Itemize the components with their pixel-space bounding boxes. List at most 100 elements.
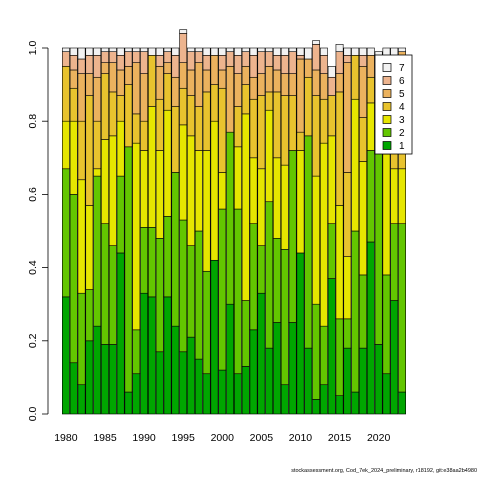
bar-segment-2004-age-2: [249, 223, 258, 331]
bar-segment-1992-age-4: [155, 98, 164, 151]
bar-segment-1987-age-7: [116, 47, 125, 56]
bar-segment-2012-age-7: [312, 40, 321, 45]
bar-segment-2003-age-5: [241, 66, 250, 85]
bar-segment-1994-age-6: [171, 55, 180, 78]
bar-segment-2011-age-5: [304, 58, 313, 78]
bar-segment-1993-age-4: [163, 73, 172, 111]
bar-segment-1996-age-3: [187, 135, 195, 246]
bar-segment-1988-age-4: [124, 84, 133, 148]
bar-segment-1982-age-7: [77, 47, 86, 60]
bar-segment-2018-age-1: [359, 347, 367, 415]
bar-segment-2023-age-2: [398, 223, 407, 393]
bar-segment-2018-age-7: [359, 47, 367, 56]
y-tick-label-0.0: 0.0: [27, 407, 39, 422]
bar-segment-2022-age-7: [390, 47, 399, 56]
bar-segment-1982-age-2: [77, 292, 86, 386]
bar-segment-1999-age-3: [210, 120, 219, 261]
bar-segment-1987-age-6: [116, 55, 125, 71]
bar-segment-1993-age-3: [163, 109, 172, 217]
bar-segment-1980-age-2: [61, 168, 70, 298]
bar-segment-2023-age-1: [398, 391, 407, 415]
bar-segment-2015-age-5: [335, 73, 344, 93]
bar-segment-2013-age-1: [319, 384, 328, 415]
bar-segment-2019-age-5: [366, 55, 375, 78]
bar-segment-1996-age-5: [187, 69, 195, 96]
bar-segment-2017-age-2: [351, 230, 360, 393]
x-tick-label-1995: 1995: [172, 432, 196, 444]
bar-segment-2001-age-5: [226, 66, 234, 133]
bar-segment-2019-age-1: [366, 241, 375, 415]
bar-segment-1998-age-3: [202, 150, 211, 272]
bar-segment-2019-age-3: [366, 102, 375, 151]
bar-segment-1994-age-1: [171, 325, 180, 415]
bar-segment-1984-age-6: [93, 55, 102, 78]
bar-segment-2011-age-4: [304, 76, 313, 137]
bar-segment-2016-age-6: [343, 55, 352, 63]
bar-segment-1986-age-6: [108, 51, 117, 63]
bar-segment-2017-age-3: [351, 98, 360, 232]
bar-segment-1980-age-4: [61, 66, 70, 122]
bar-segment-1987-age-4: [116, 95, 125, 122]
bar-segment-1989-age-5: [132, 62, 141, 115]
bar-segment-1987-age-1: [116, 252, 125, 415]
bar-segment-2010-age-5: [296, 58, 305, 133]
y-tick-label-0.6: 0.6: [27, 187, 39, 202]
bar-segment-1981-age-4: [69, 87, 78, 122]
legend-label-2: 2: [399, 128, 405, 139]
bar-segment-2009-age-6: [288, 51, 297, 74]
bar-segment-2008-age-1: [280, 384, 289, 415]
bar-segment-1991-age-7: [148, 47, 156, 56]
bar-segment-2016-age-4: [343, 172, 352, 257]
bar-segment-1994-age-7: [171, 47, 180, 56]
bar-segment-1995-age-2: [179, 219, 188, 353]
bar-segment-2010-age-1: [296, 252, 305, 415]
legend-box: [374, 54, 413, 155]
bar-segment-1998-age-6: [202, 55, 211, 71]
legend-swatch-7: [382, 63, 392, 72]
legend-swatch-1: [382, 141, 392, 150]
bar-segment-1998-age-1: [202, 373, 211, 415]
x-tick-label-2000: 2000: [211, 432, 235, 444]
bar-segment-1997-age-1: [194, 358, 203, 415]
bar-segment-1984-age-3: [93, 168, 102, 177]
bar-segment-2009-age-2: [288, 150, 297, 323]
bar-segment-2014-age-7: [327, 66, 336, 78]
bar-segment-2013-age-4: [319, 98, 328, 144]
bar-segment-2003-age-6: [241, 51, 250, 67]
bar-segment-1983-age-5: [85, 73, 94, 96]
bar-segment-2004-age-7: [249, 47, 258, 56]
bar-segment-2004-age-6: [249, 55, 258, 78]
bar-segment-1984-age-2: [93, 175, 102, 327]
bar-segment-1985-age-2: [101, 223, 109, 345]
y-axis: 0.0 0.2 0.4 0.6 0.8 1.0: [27, 41, 49, 422]
bar-segment-2012-age-6: [312, 44, 321, 71]
y-tick-label-0.4: 0.4: [27, 260, 39, 275]
bar-segment-1997-age-6: [194, 51, 203, 63]
bar-segment-1995-age-4: [179, 87, 188, 126]
bar-segment-2015-age-3: [335, 205, 344, 320]
bar-segment-1985-age-6: [101, 51, 109, 63]
bar-segment-1995-age-7: [179, 29, 188, 34]
bar-segment-2005-age-2: [257, 245, 266, 294]
bar-segment-1997-age-5: [194, 62, 203, 107]
bar-segment-2012-age-1: [312, 399, 321, 415]
bar-segment-1981-age-1: [69, 362, 78, 415]
legend-label-5: 5: [399, 89, 405, 100]
bar-segment-2002-age-2: [234, 208, 242, 375]
y-tick-label-0.8: 0.8: [27, 114, 39, 129]
x-tick-label-2010: 2010: [289, 432, 313, 444]
bar-segment-2002-age-3: [234, 146, 242, 210]
bar-segment-2013-age-7: [319, 47, 328, 56]
bar-segment-1980-age-1: [61, 296, 70, 415]
bar-segment-1992-age-1: [155, 351, 164, 415]
bar-segment-1996-age-7: [187, 47, 195, 52]
bar-segment-1998-age-5: [202, 69, 211, 93]
bar-segment-1997-age-2: [194, 230, 203, 360]
bar-segment-2018-age-4: [359, 117, 367, 162]
legend-label-3: 3: [399, 115, 405, 126]
bar-segment-1996-age-4: [187, 95, 195, 137]
bar-segment-2023-age-7: [398, 47, 407, 52]
bar-segment-2005-age-7: [257, 47, 266, 52]
bar-segment-2012-age-2: [312, 303, 321, 400]
